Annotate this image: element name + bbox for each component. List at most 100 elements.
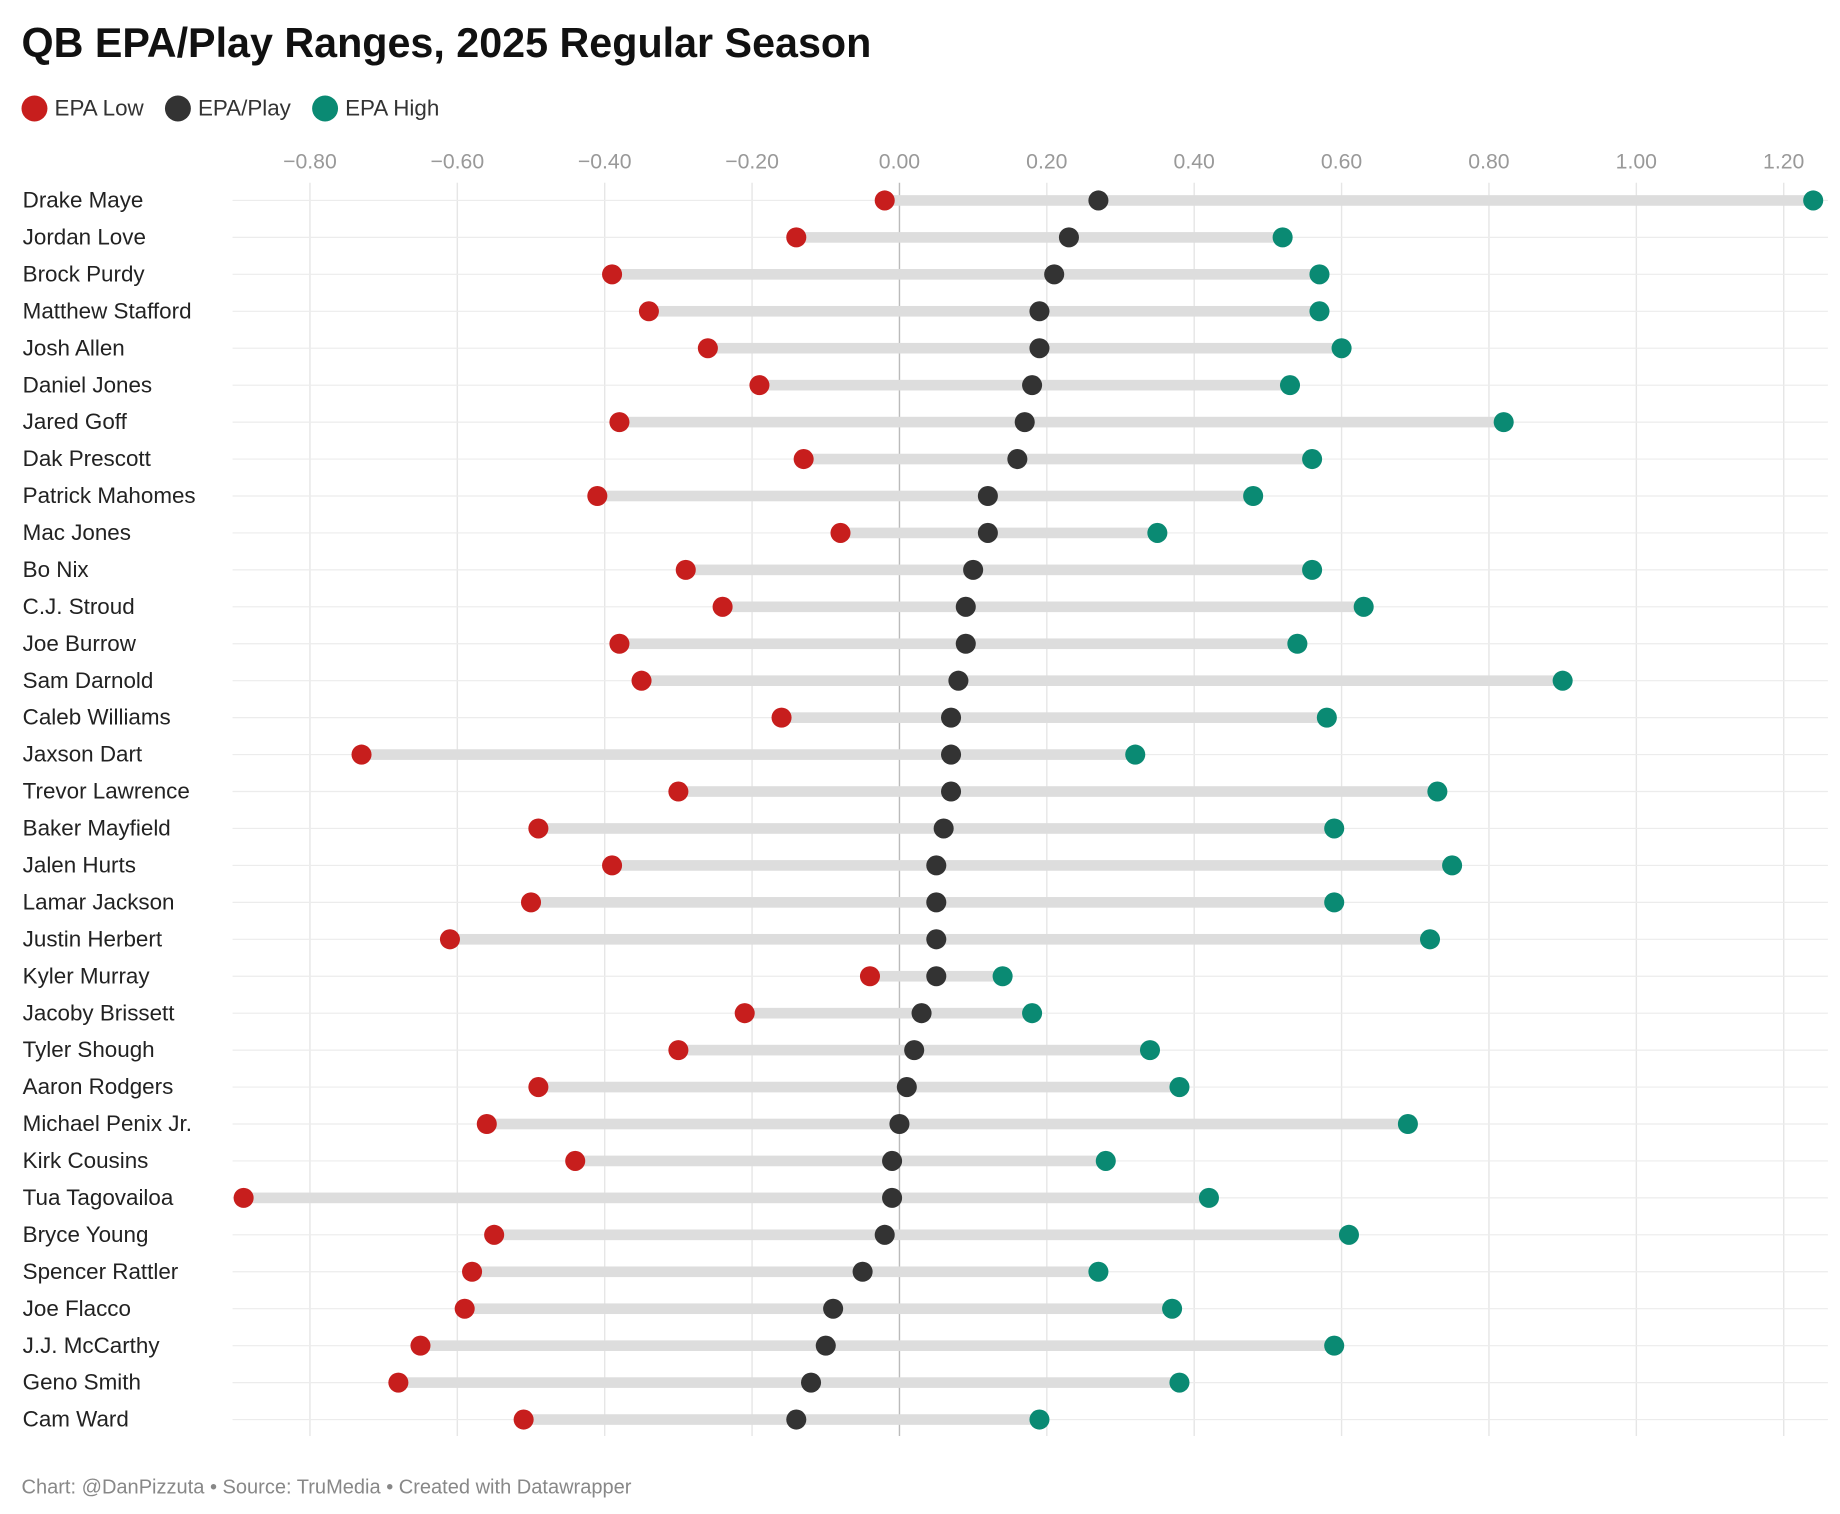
x-tick-label: 1.00 (1616, 150, 1657, 173)
range-bar (597, 490, 1254, 502)
dot (1139, 1040, 1161, 1061)
dot (1014, 412, 1035, 433)
dot (668, 1040, 689, 1061)
dot (874, 190, 895, 211)
dot (528, 1077, 549, 1098)
dot (749, 375, 770, 396)
x-tick-label: 1.20 (1763, 150, 1804, 173)
dot (1442, 855, 1463, 876)
dot (859, 966, 880, 987)
x-tick-label: −0.40 (578, 150, 632, 173)
category-label: Lamar Jackson (23, 889, 175, 914)
range-bar (840, 527, 1158, 539)
category-label: Tua Tagovailoa (23, 1185, 174, 1210)
dot (1552, 670, 1573, 691)
dot (388, 1372, 409, 1393)
dot (439, 929, 460, 950)
category-label: Bo Nix (23, 557, 89, 582)
category-label: Bryce Young (23, 1222, 149, 1247)
category-label: Brock Purdy (23, 261, 146, 286)
dot (830, 522, 851, 543)
dot (1803, 190, 1824, 211)
dot (1088, 1261, 1109, 1282)
dot (941, 744, 962, 765)
category-label: Sam Darnold (23, 668, 154, 693)
category-label: C.J. Stroud (23, 594, 135, 619)
dot (1029, 301, 1050, 322)
dot (609, 412, 630, 433)
legend-marker (21, 95, 48, 122)
dot (882, 1187, 903, 1208)
legend-marker (312, 95, 339, 122)
dot (697, 338, 718, 359)
dot (926, 966, 947, 987)
dot (955, 596, 976, 617)
range-bar (685, 564, 1313, 576)
dot (933, 818, 954, 839)
dot (1029, 1409, 1050, 1430)
dot (631, 670, 652, 691)
category-label: Joe Flacco (23, 1296, 131, 1321)
dot (1058, 227, 1079, 248)
category-label: Jaxson Dart (23, 742, 143, 767)
category-label: Patrick Mahomes (23, 483, 196, 508)
range-bar (803, 453, 1313, 465)
x-tick-label: 0.60 (1321, 150, 1362, 173)
range-bar (744, 1007, 1033, 1019)
category-label: Trevor Lawrence (23, 779, 190, 804)
dot (1316, 707, 1337, 728)
dot (786, 227, 807, 248)
category-label: Joe Burrow (23, 631, 137, 656)
dot (963, 559, 984, 580)
dot (602, 855, 623, 876)
dot (801, 1372, 822, 1393)
dot (609, 633, 630, 654)
x-tick-label: −0.60 (430, 150, 484, 173)
dot (1397, 1113, 1418, 1135)
range-bar (472, 1266, 1099, 1278)
dot (1169, 1077, 1190, 1098)
dot (1302, 449, 1323, 470)
range-bar (641, 675, 1563, 687)
category-label: Daniel Jones (23, 372, 152, 397)
dot (476, 1113, 497, 1135)
dot (1493, 412, 1514, 433)
x-tick-label: 0.20 (1026, 150, 1067, 173)
dot (786, 1409, 807, 1430)
category-label: Jared Goff (23, 409, 128, 434)
dot (1324, 818, 1345, 839)
dot (1338, 1224, 1359, 1245)
range-bar (420, 1340, 1335, 1351)
dot (941, 707, 962, 728)
dot (462, 1261, 483, 1282)
dot (1169, 1372, 1190, 1393)
dot (1088, 190, 1109, 211)
dot (1419, 929, 1441, 950)
range-bar (398, 1377, 1180, 1388)
dot (1309, 301, 1330, 322)
dot (454, 1298, 475, 1319)
dot (668, 781, 689, 802)
dot (1272, 227, 1293, 248)
dot (977, 485, 998, 507)
category-label: Kirk Cousins (23, 1148, 149, 1173)
dot (1029, 338, 1050, 359)
range-bar (243, 1192, 1209, 1204)
dot (410, 1335, 431, 1356)
footer: Chart: @DanPizzuta • Source: TruMedia • … (22, 1476, 632, 1498)
x-tick-label: −0.80 (283, 150, 337, 173)
dot (874, 1224, 895, 1245)
x-tick-label: 0.80 (1468, 150, 1509, 173)
x-tick-label: −0.20 (725, 150, 779, 173)
dot (1309, 264, 1330, 285)
range-bar (612, 269, 1320, 280)
dot (1125, 744, 1146, 765)
category-label: Baker Mayfield (23, 816, 171, 841)
range-bar (523, 1414, 1040, 1425)
legend-label: EPA/Play (198, 96, 292, 121)
dot (1287, 633, 1308, 654)
category-label: Geno Smith (23, 1370, 141, 1395)
dot (1324, 892, 1345, 913)
dot (889, 1113, 910, 1135)
dot (926, 929, 947, 950)
